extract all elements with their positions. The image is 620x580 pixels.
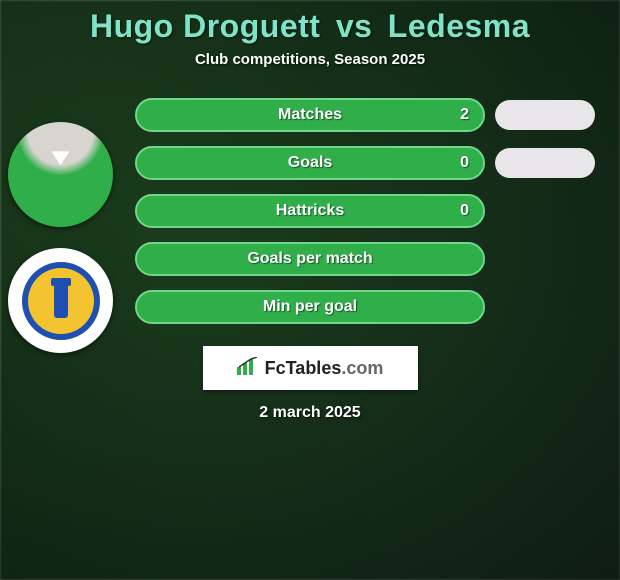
footer-date: 2 march 2025 [259,404,360,422]
stat-label: Min per goal [263,298,357,316]
stat-pill-hattricks: Hattricks 0 [135,194,485,228]
brand-suffix: .com [341,358,383,378]
player-avatar [8,122,113,227]
right-slot [495,144,615,182]
club-tower-icon [54,284,68,318]
right-slot [495,240,615,278]
stat-label: Goals per match [247,250,372,268]
stat-pill-matches: Matches 2 [135,98,485,132]
stat-label: Matches [278,106,342,124]
right-slot [495,288,615,326]
chart-bars-icon [237,357,259,380]
stat-label: Hattricks [276,202,344,220]
stat-pill-gpm: Goals per match [135,242,485,276]
stat-value: 2 [460,106,469,124]
title-player2: Ledesma [388,8,530,44]
stat-label: Goals [288,154,332,172]
title-player1: Hugo Droguett [90,8,320,44]
side-blob [495,148,595,178]
right-slot [495,192,615,230]
brand-card: FcTables.com [203,346,418,390]
brand-name: FcTables [265,358,342,378]
right-slot [495,96,615,134]
club-badge-icon [22,262,100,340]
side-blob [495,100,595,130]
subtitle: Club competitions, Season 2025 [195,51,425,68]
brand-text: FcTables.com [265,358,384,379]
stat-value: 0 [460,154,469,172]
stat-row: Matches 2 [0,96,620,134]
page-title: Hugo Droguett vs Ledesma [90,8,530,45]
stat-pill-goals: Goals 0 [135,146,485,180]
stat-pill-mpg: Min per goal [135,290,485,324]
club-avatar [8,248,113,353]
title-vs: vs [336,8,373,44]
stat-value: 0 [460,202,469,220]
